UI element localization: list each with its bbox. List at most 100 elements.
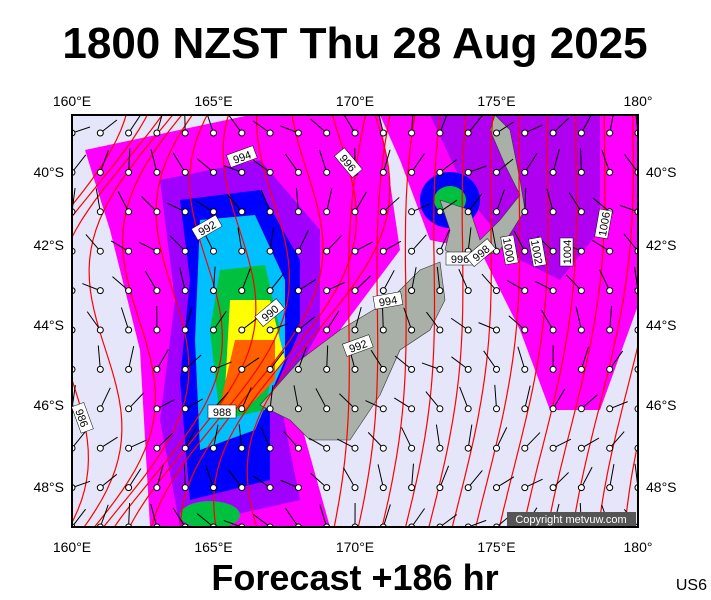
- station: [521, 444, 529, 452]
- station: [436, 208, 444, 216]
- station: [436, 365, 444, 373]
- station: [323, 444, 331, 452]
- wind-barb: [467, 424, 473, 449]
- station: [96, 484, 104, 492]
- station: [125, 129, 133, 137]
- station: [294, 168, 302, 176]
- wind-barb: [382, 149, 391, 173]
- station: [153, 129, 161, 137]
- lat-label: 48°S: [646, 479, 677, 495]
- wind-barb: [426, 311, 441, 331]
- wind-barb: [467, 227, 472, 252]
- wind-barb: [297, 347, 307, 370]
- station: [266, 168, 274, 176]
- wind-barb: [205, 465, 214, 488]
- station: [323, 405, 331, 413]
- station: [153, 444, 161, 452]
- station: [549, 287, 557, 295]
- wind-barb: [623, 233, 638, 252]
- station: [210, 365, 217, 373]
- station: [606, 405, 614, 413]
- station: [125, 444, 133, 452]
- station: [294, 484, 302, 492]
- isobar: [598, 342, 638, 527]
- wind-barb: [227, 469, 243, 488]
- station: [294, 208, 302, 216]
- isobar: [451, 115, 494, 527]
- station: [96, 405, 104, 413]
- station: [125, 247, 133, 255]
- isobar-label-box: [71, 402, 94, 434]
- station: [96, 208, 104, 216]
- station: [606, 247, 614, 255]
- isobar-label: 1000: [500, 234, 519, 266]
- station: [238, 365, 246, 373]
- wind-barb: [436, 266, 441, 291]
- station: [408, 365, 416, 373]
- wind-barb: [72, 368, 73, 370]
- wind-barb: [367, 432, 384, 449]
- isobar-value: 992: [348, 338, 369, 356]
- lat-label: 40°S: [33, 164, 64, 180]
- isobar: [547, 115, 606, 527]
- station: [294, 287, 302, 295]
- isobar: [498, 115, 549, 527]
- station: [408, 208, 416, 216]
- station: [96, 444, 104, 452]
- station: [549, 208, 557, 216]
- wind-barb: [156, 115, 163, 134]
- isobar-label-box: [559, 237, 574, 267]
- station: [181, 326, 189, 334]
- wind-barb: [183, 463, 186, 488]
- wind-barb: [99, 473, 118, 488]
- isobar-label: 994: [372, 291, 404, 310]
- title: 1800 NZST Thu 28 Aug 2025: [62, 19, 647, 68]
- wind-barb: [624, 154, 638, 173]
- wind-barb: [128, 148, 131, 173]
- station: [493, 326, 500, 334]
- wind-barb: [552, 472, 569, 488]
- station: [464, 405, 472, 413]
- station: [125, 287, 133, 295]
- station: [351, 444, 359, 452]
- isobar: [93, 115, 183, 527]
- wind-barb: [411, 508, 425, 527]
- wind-barb: [580, 115, 592, 134]
- wind-barb: [609, 306, 613, 331]
- station: [323, 208, 331, 216]
- wind-barb: [326, 188, 333, 212]
- station: [266, 444, 274, 452]
- station: [436, 168, 444, 176]
- wind-barb: [295, 187, 299, 212]
- station: [549, 444, 557, 452]
- wind-barb: [496, 158, 514, 173]
- station: [379, 365, 387, 373]
- wind-barb: [370, 349, 384, 370]
- station: [549, 247, 557, 255]
- station: [181, 287, 189, 295]
- station: [125, 365, 133, 373]
- station: [436, 405, 444, 413]
- wind-barb: [184, 115, 186, 134]
- station: [210, 287, 217, 295]
- isobar-label-box: [500, 234, 519, 266]
- station: [96, 287, 104, 295]
- station: [521, 365, 529, 373]
- isobar: [150, 115, 291, 527]
- station: [181, 405, 189, 413]
- wind-barb: [283, 431, 299, 449]
- station: [96, 168, 104, 176]
- lon-label: 160°E: [53, 93, 91, 109]
- station: [577, 287, 585, 295]
- lon-label: 175°E: [477, 93, 515, 109]
- station: [549, 365, 557, 373]
- station: [351, 129, 359, 137]
- wind-barb: [458, 269, 469, 291]
- station: [493, 405, 500, 413]
- lon-label: 170°E: [336, 539, 374, 555]
- wind-barb: [128, 115, 142, 134]
- wind-barb: [285, 508, 299, 527]
- isobar-label: 994: [226, 145, 258, 168]
- station: [210, 326, 217, 334]
- isobar-label-box: [465, 238, 496, 267]
